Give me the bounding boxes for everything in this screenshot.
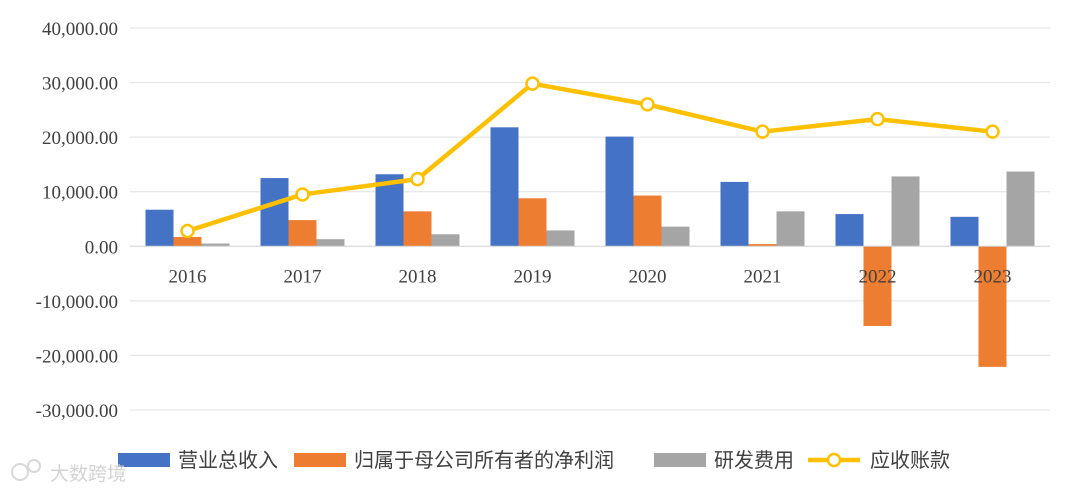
line-point [755, 124, 770, 139]
bar [403, 211, 432, 247]
legend-label: 研发费用 [714, 448, 794, 472]
x-tick-label: 2019 [514, 266, 552, 287]
bar [661, 226, 690, 247]
bar [201, 243, 230, 247]
y-tick-label: 30,000.00 [42, 74, 118, 95]
watermark-text: 大数跨境 [50, 463, 126, 485]
bar [145, 209, 174, 247]
legend-label: 归属于母公司所有者的净利润 [354, 448, 614, 472]
line-path [186, 81, 993, 234]
bars [145, 127, 1035, 367]
legend-label: 应收账款 [870, 448, 950, 472]
bar [633, 195, 662, 247]
line-point [410, 171, 425, 187]
y-tick-label: 40,000.00 [42, 19, 118, 40]
bar [431, 234, 460, 247]
bar [605, 136, 634, 247]
legend: 营业总收入 归属于母公司所有者的净利润 研发费用 应收账款 [118, 448, 950, 472]
x-tick-label: 2023 [974, 266, 1012, 287]
bar [950, 216, 979, 247]
y-tick-label: -30,000.00 [36, 401, 118, 422]
legend-swatch [118, 453, 170, 467]
bar [546, 230, 575, 247]
x-tick-label: 2022 [859, 266, 897, 287]
legend-swatch [654, 453, 706, 467]
bar [720, 181, 749, 247]
line-point [985, 124, 1000, 139]
bar [316, 239, 345, 247]
line-point [180, 223, 195, 239]
x-tick-label: 2017 [284, 266, 322, 287]
line-point [640, 97, 655, 112]
x-tick-label: 2018 [399, 266, 437, 287]
receivables-line [180, 76, 1000, 239]
y-axis: 40,000.00 30,000.00 20,000.00 10,000.00 0.00… [36, 19, 118, 422]
bar [978, 246, 1007, 367]
bar [288, 220, 317, 247]
y-tick-label: 10,000.00 [42, 183, 118, 204]
x-tick-label: 2020 [629, 266, 667, 287]
watermark: 大数跨境 [11, 459, 126, 485]
bar [863, 246, 892, 326]
legend-marker [826, 452, 842, 468]
bar [1006, 171, 1035, 247]
x-axis: 2016 2017 2018 2019 2020 2021 2022 2023 [169, 266, 1012, 287]
watermark-logo-icon [27, 459, 41, 473]
legend-swatch [294, 453, 346, 467]
bar [173, 237, 202, 247]
line-point [870, 111, 885, 127]
bar [518, 198, 547, 247]
watermark-logo-icon [11, 463, 29, 481]
y-tick-label: 20,000.00 [42, 128, 118, 149]
bar [748, 244, 777, 247]
bar [490, 127, 519, 247]
bar [260, 178, 289, 247]
x-tick-label: 2021 [744, 266, 782, 287]
y-tick-label: 0.00 [85, 237, 118, 258]
x-tick-label: 2016 [169, 266, 207, 287]
bar [835, 214, 864, 247]
line-point [525, 76, 540, 91]
bar [776, 211, 805, 247]
line-point [295, 187, 310, 202]
bar [891, 176, 920, 247]
y-tick-label: -10,000.00 [36, 292, 118, 313]
y-tick-label: -20,000.00 [36, 346, 118, 367]
legend-label: 营业总收入 [178, 448, 278, 472]
